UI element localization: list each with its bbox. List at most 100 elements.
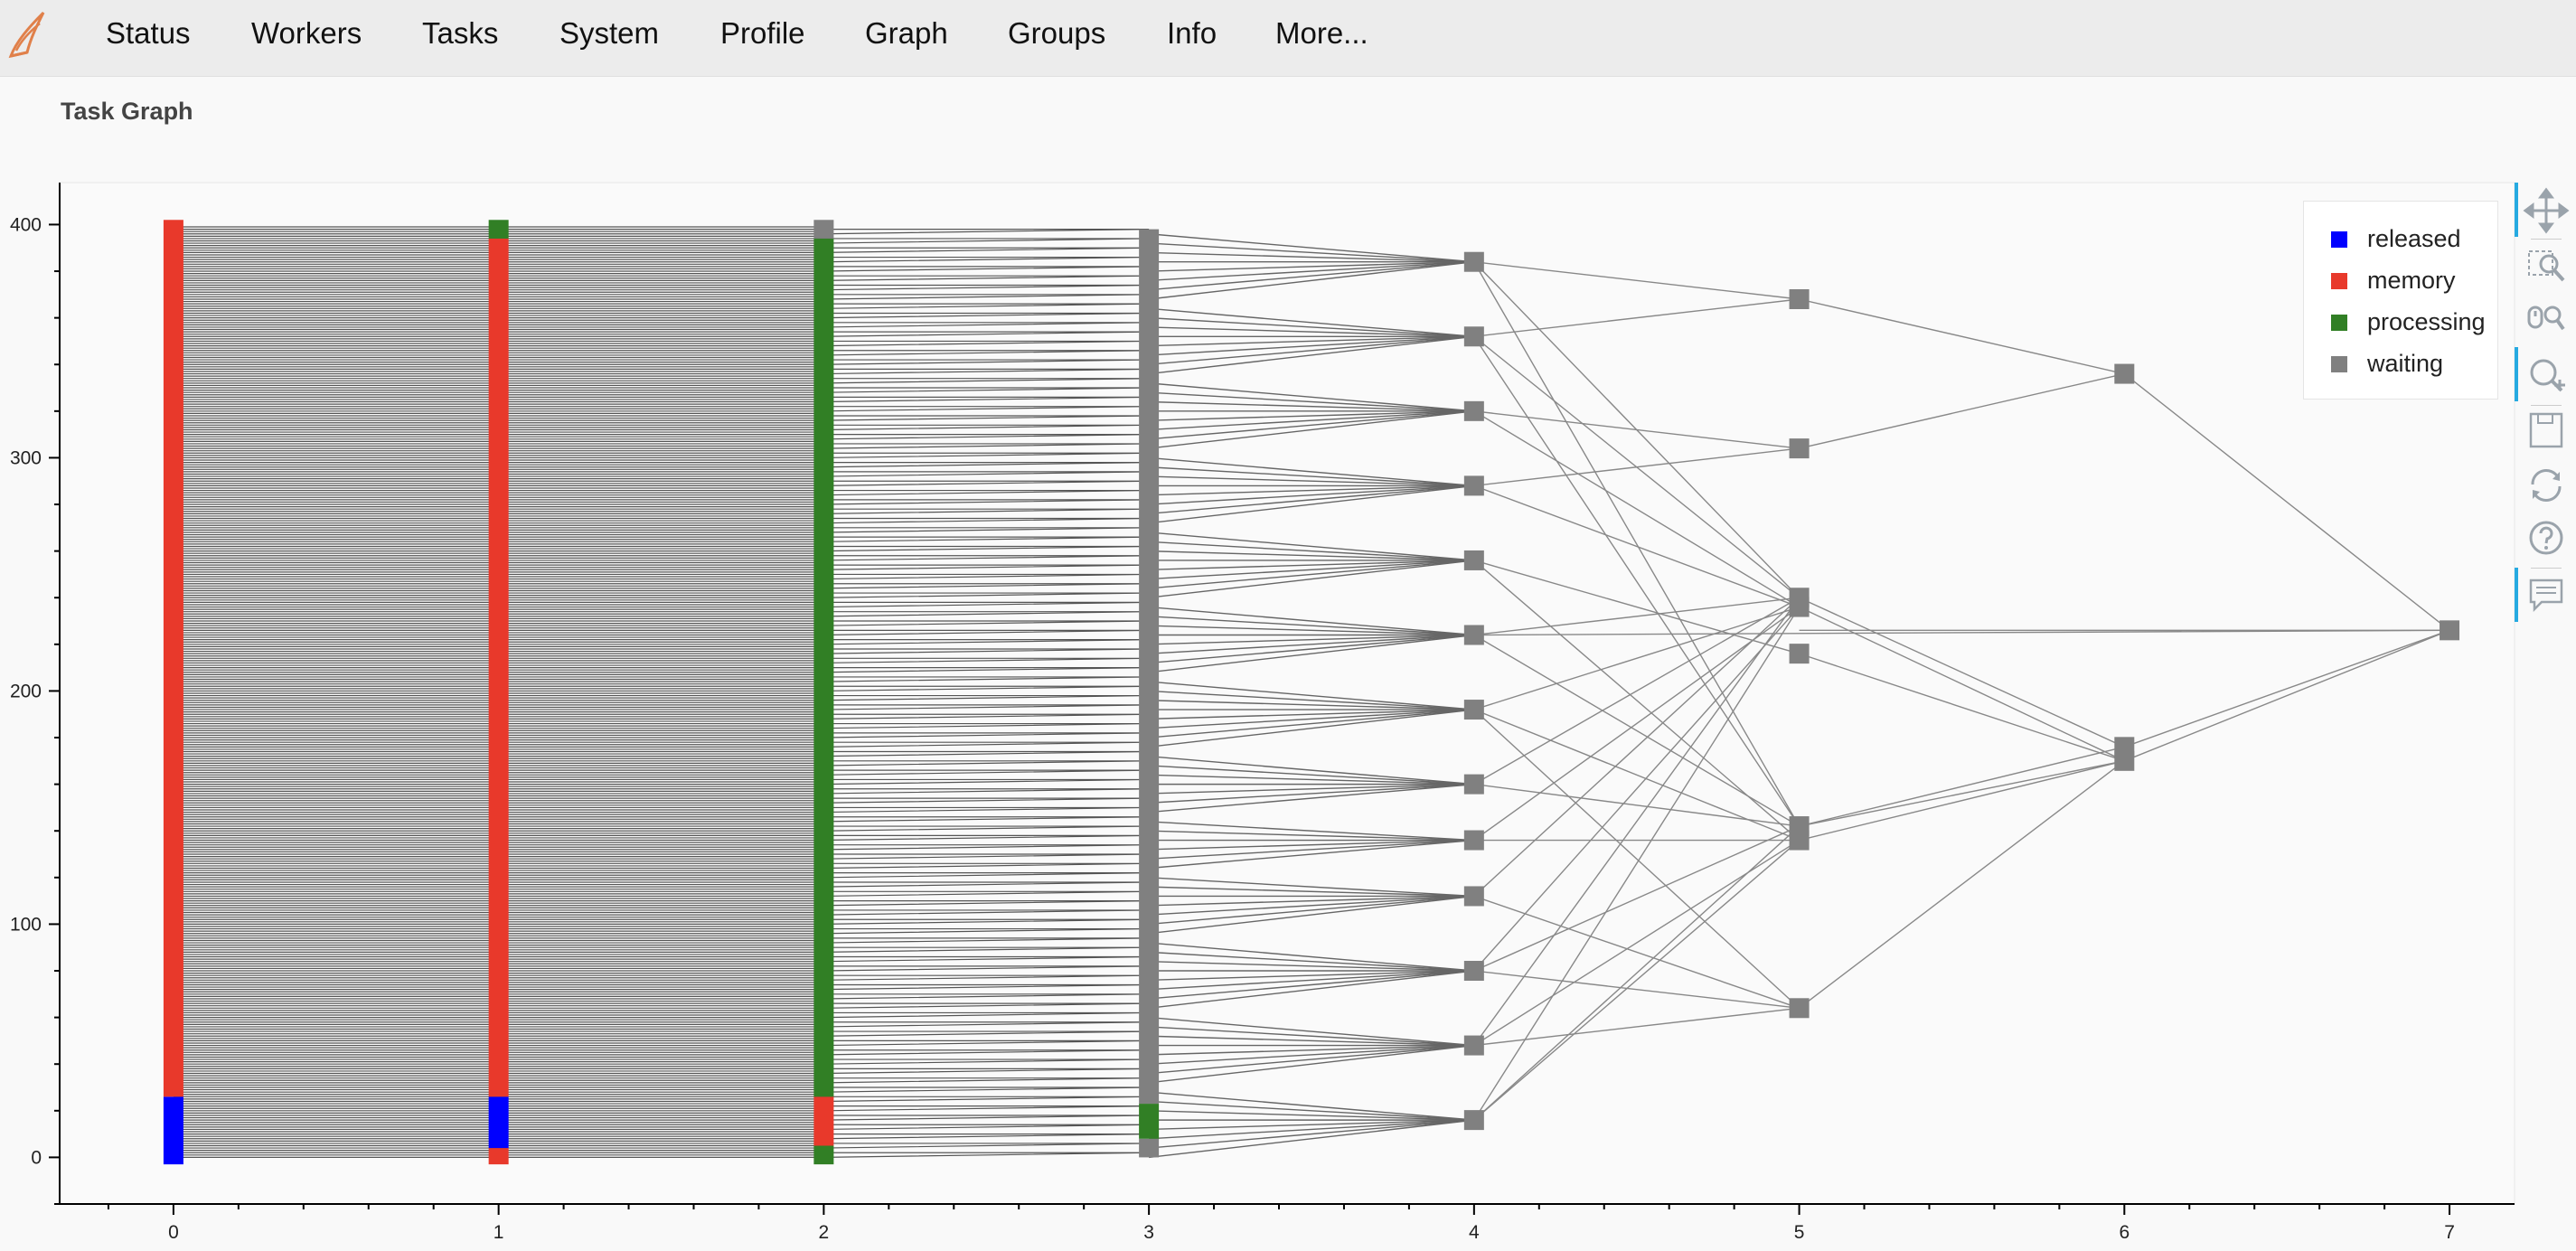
- graph-edge: [1149, 1026, 1474, 1047]
- graph-edge: [1149, 326, 1474, 337]
- reset-icon[interactable]: [2522, 461, 2571, 510]
- task-node: [1463, 830, 1484, 851]
- graph-edge: [1473, 335, 1800, 598]
- graph-edge: [1149, 839, 1474, 860]
- x-tick-label: 3: [1143, 1222, 1154, 1243]
- legend-label: memory: [2367, 267, 2456, 294]
- graph-edge: [1149, 466, 1474, 487]
- task-column-segment-processing: [1139, 1104, 1160, 1139]
- x-tick-label: 4: [1469, 1222, 1480, 1243]
- graph-edge: [1149, 1100, 1474, 1121]
- nav-tasks[interactable]: Tasks: [422, 16, 499, 50]
- wheel-zoom-icon[interactable]: [2522, 295, 2571, 343]
- zoom-in-icon[interactable]: [2515, 347, 2571, 401]
- graph-edge: [1473, 597, 1800, 1046]
- toolbar-separator: [2531, 568, 2562, 569]
- graph-edge: [1149, 1091, 1474, 1121]
- graph-edge: [1473, 597, 1800, 636]
- task-node: [1463, 1035, 1484, 1056]
- graph-edge: [1473, 298, 1800, 337]
- task-graph-plot[interactable]: 0 1 2 3 4 5 6 7 0 100 200 300 400: [0, 177, 2576, 1251]
- graph-edge: [2123, 373, 2450, 631]
- nav-graph[interactable]: Graph: [865, 16, 948, 50]
- dask-logo-icon[interactable]: [4, 5, 54, 63]
- graph-edge: [1149, 681, 1474, 710]
- nav-system[interactable]: System: [559, 16, 660, 50]
- box-zoom-icon[interactable]: [2522, 242, 2571, 291]
- plot-toolbar: [2515, 181, 2576, 633]
- graph-edge: [1473, 597, 1800, 785]
- graph-edge: [1149, 550, 1474, 561]
- task-column-segment-waiting: [813, 220, 834, 239]
- graph-edge: [1799, 746, 2125, 827]
- task-column-segment-memory: [163, 220, 183, 1097]
- graph-edge: [1149, 634, 1474, 664]
- legend-item-processing[interactable]: processing: [2331, 305, 2503, 341]
- task-node: [1789, 438, 1810, 459]
- task-node: [2114, 363, 2135, 384]
- nav-more[interactable]: More...: [1275, 16, 1368, 50]
- graph-edge: [1149, 942, 1474, 972]
- chart-legend: released memory processing waiting: [2303, 201, 2498, 400]
- graph-edge: [1149, 877, 1474, 898]
- graph-edge: [1149, 1044, 1474, 1084]
- task-node: [1463, 475, 1484, 496]
- nav-profile[interactable]: Profile: [720, 16, 805, 50]
- graph-edge: [1473, 607, 1800, 1121]
- task-node: [1463, 326, 1484, 347]
- graph-edge: [1149, 755, 1474, 785]
- graph-edge: [1149, 560, 1474, 598]
- graph-edge: [1149, 1035, 1474, 1047]
- legend-item-waiting[interactable]: waiting: [2331, 346, 2503, 382]
- task-node: [1789, 830, 1810, 851]
- graph-edge: [1149, 951, 1474, 972]
- graph-edge: [1149, 709, 1474, 720]
- pan-icon[interactable]: [2515, 183, 2571, 237]
- nav-workers[interactable]: Workers: [251, 16, 362, 50]
- graph-edge: [1473, 840, 1800, 1121]
- graph-edge: [1473, 970, 1800, 1009]
- toolbar-separator: [2531, 405, 2562, 406]
- graph-edge: [1149, 634, 1474, 645]
- task-nodes: [1463, 251, 2460, 1131]
- hover-icon[interactable]: [2515, 568, 2571, 622]
- nav-groups[interactable]: Groups: [1008, 16, 1106, 50]
- graph-edge: [1799, 760, 2125, 1009]
- graph-edge: [1473, 261, 1800, 827]
- graph-edge: [1799, 760, 2125, 827]
- help-icon[interactable]: [2522, 513, 2571, 562]
- task-node: [2114, 750, 2135, 771]
- task-column-segment-processing: [813, 1145, 834, 1165]
- legend-item-released[interactable]: released: [2331, 221, 2503, 258]
- graph-edge: [1149, 606, 1474, 636]
- graph-edge: [1473, 825, 1800, 1121]
- graph-edge: [1149, 410, 1474, 431]
- graph-edge: [1149, 233, 1474, 263]
- legend-swatch-processing: [2331, 315, 2347, 331]
- task-node: [1463, 625, 1484, 645]
- task-graph-canvas[interactable]: 0 1 2 3 4 5 6 7 0 100 200 300 400: [0, 177, 2576, 1251]
- save-icon[interactable]: [2522, 407, 2571, 456]
- x-tick-label: 1: [494, 1222, 504, 1243]
- legend-item-memory[interactable]: memory: [2331, 263, 2503, 299]
- graph-edge: [1149, 391, 1474, 412]
- nav-info[interactable]: Info: [1167, 16, 1217, 50]
- graph-edge: [1149, 1119, 1474, 1140]
- graph-edge: [1149, 242, 1474, 263]
- task-node: [1463, 774, 1484, 795]
- y-tick-label: 100: [10, 914, 42, 935]
- graph-edge: [1149, 821, 1474, 842]
- task-node: [1789, 998, 1810, 1019]
- graph-edge: [1149, 970, 1474, 982]
- graph-edge: [1799, 760, 2125, 842]
- graph-edge: [1149, 895, 1474, 907]
- graph-edge: [1473, 895, 1800, 1009]
- task-node: [1463, 961, 1484, 982]
- nav-status[interactable]: Status: [106, 16, 191, 50]
- graph-edge: [1149, 709, 1474, 738]
- graph-edge: [1149, 895, 1474, 935]
- graph-edge: [1149, 456, 1474, 487]
- legend-swatch-memory: [2331, 273, 2347, 289]
- graph-edge: [1149, 783, 1474, 795]
- graph-edge: [1149, 783, 1474, 814]
